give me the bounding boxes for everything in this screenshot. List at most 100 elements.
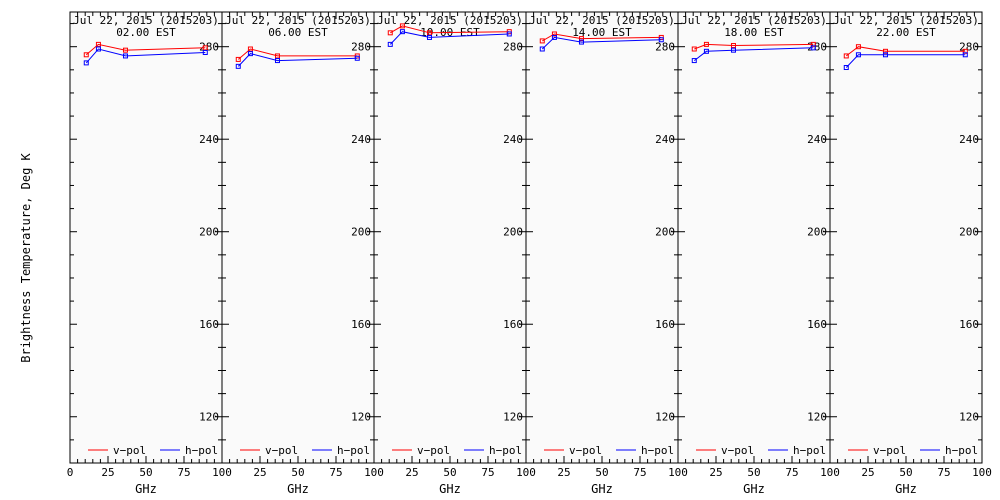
y-tick-label: 280: [503, 41, 523, 54]
x-tick-label: 25: [101, 466, 114, 479]
y-tick-label: 200: [807, 226, 827, 239]
data-point-h-pol: [274, 58, 280, 64]
panel-6: 120 160 200 240 280 25 50 75 100 GHz Jul 22, 2015 …: [829, 11, 992, 496]
x-tick-label: 75: [481, 466, 494, 479]
x-tick-label: 25: [557, 466, 570, 479]
panel-3: 120 160 200 240 280 25 50 75 100 GHz Jul 22, 2015 …: [373, 11, 536, 496]
y-tick-label: 120: [807, 411, 827, 424]
plot-area: [221, 11, 375, 464]
x-axis-label: GHz: [439, 482, 461, 496]
x-tick-label: 100: [516, 466, 536, 479]
x-axis-label: GHz: [287, 482, 309, 496]
panel-title: Jul 22, 2015 (2015203): [377, 14, 523, 27]
x-tick-label: 100: [972, 466, 992, 479]
y-tick-label: 120: [199, 411, 219, 424]
data-point-h-pol: [691, 58, 697, 64]
legend-label: h−pol: [641, 444, 674, 457]
y-tick-label: 160: [807, 318, 827, 331]
legend-label: v−pol: [417, 444, 450, 457]
data-point-h-pol: [882, 52, 888, 58]
y-tick-label: 120: [959, 411, 979, 424]
series-line-v-pol: [85, 43, 206, 56]
panel-subtitle: 14.00 EST: [572, 26, 632, 39]
plot-area: [373, 11, 527, 464]
data-point-h-pol: [354, 55, 360, 61]
y-tick-label: 200: [959, 226, 979, 239]
y-tick-label: 280: [351, 41, 371, 54]
x-tick-label: 75: [329, 466, 342, 479]
y-tick-label: 280: [655, 41, 675, 54]
data-point-h-pol: [855, 52, 861, 58]
series-line-h-pol: [541, 36, 662, 50]
y-tick-label: 120: [351, 411, 371, 424]
data-point-v-pol: [551, 31, 557, 37]
legend-label: h−pol: [337, 444, 370, 457]
data-point-h-pol: [506, 31, 512, 37]
x-tick-label: 50: [443, 466, 456, 479]
panel-title: Jul 22, 2015 (2015203): [225, 14, 371, 27]
data-point-v-pol: [691, 46, 697, 52]
panel-title: Jul 22, 2015 (2015203): [73, 14, 219, 27]
y-tick-label: 200: [351, 226, 371, 239]
data-point-v-pol: [387, 30, 393, 36]
legend-label: h−pol: [185, 444, 218, 457]
data-point-v-pol: [274, 53, 280, 59]
series-line-v-pol: [694, 43, 814, 50]
y-tick-label: 200: [655, 226, 675, 239]
data-point-v-pol: [703, 41, 709, 47]
data-point-h-pol: [95, 46, 101, 52]
y-tick-label: 240: [807, 133, 827, 146]
data-point-h-pol: [843, 65, 849, 71]
data-point-h-pol: [399, 29, 405, 35]
data-point-h-pol: [202, 49, 208, 55]
x-tick-label: 75: [177, 466, 190, 479]
data-point-v-pol: [235, 56, 241, 62]
data-point-v-pol: [122, 47, 128, 53]
x-tick-label: 100: [212, 466, 232, 479]
y-tick-label: 160: [351, 318, 371, 331]
data-point-v-pol: [539, 38, 545, 44]
series-line-v-pol: [542, 33, 662, 42]
legend-label: v−pol: [113, 444, 146, 457]
x-tick-label: 25: [253, 466, 266, 479]
x-tick-label: 50: [139, 466, 152, 479]
data-point-v-pol: [426, 30, 432, 36]
x-tick-label: 75: [633, 466, 646, 479]
panel-title: Jul 22, 2015 (2015203): [681, 14, 827, 27]
x-tick-label: 50: [291, 466, 304, 479]
data-point-v-pol: [855, 44, 861, 50]
data-point-v-pol: [247, 46, 253, 52]
x-tick-label: 25: [709, 466, 722, 479]
data-point-v-pol: [202, 45, 208, 51]
y-tick-label: 280: [199, 41, 219, 54]
plot-area: [829, 11, 983, 464]
y-tick-label: 160: [199, 318, 219, 331]
y-tick-label: 160: [503, 318, 523, 331]
data-point-h-pol: [703, 48, 709, 54]
x-tick-label: 100: [668, 466, 688, 479]
data-point-v-pol: [83, 52, 89, 58]
series-line-v-pol: [237, 48, 358, 60]
legend-label: v−pol: [265, 444, 298, 457]
series-line-h-pol: [85, 48, 206, 64]
data-point-v-pol: [578, 36, 584, 42]
legend-label: h−pol: [793, 444, 826, 457]
data-point-h-pol: [578, 39, 584, 45]
y-tick-label: 160: [655, 318, 675, 331]
plot-area: [69, 11, 223, 464]
x-tick-label: 0: [67, 466, 74, 479]
x-tick-label: 75: [937, 466, 950, 479]
data-point-h-pol: [247, 51, 253, 57]
y-tick-label: 280: [959, 41, 979, 54]
data-point-h-pol: [658, 37, 664, 43]
panel-subtitle: 22.00 EST: [876, 26, 936, 39]
panel-1: 120 160 200 240 280 0 25 50 75 100 GHz Jul 22, 2015…: [67, 11, 232, 496]
data-point-v-pol: [95, 41, 101, 47]
data-point-v-pol: [962, 48, 968, 54]
x-tick-label: 25: [405, 466, 418, 479]
y-tick-label: 120: [503, 411, 523, 424]
data-point-h-pol: [962, 52, 968, 58]
x-axis-label: GHz: [895, 482, 917, 496]
data-point-v-pol: [882, 48, 888, 54]
